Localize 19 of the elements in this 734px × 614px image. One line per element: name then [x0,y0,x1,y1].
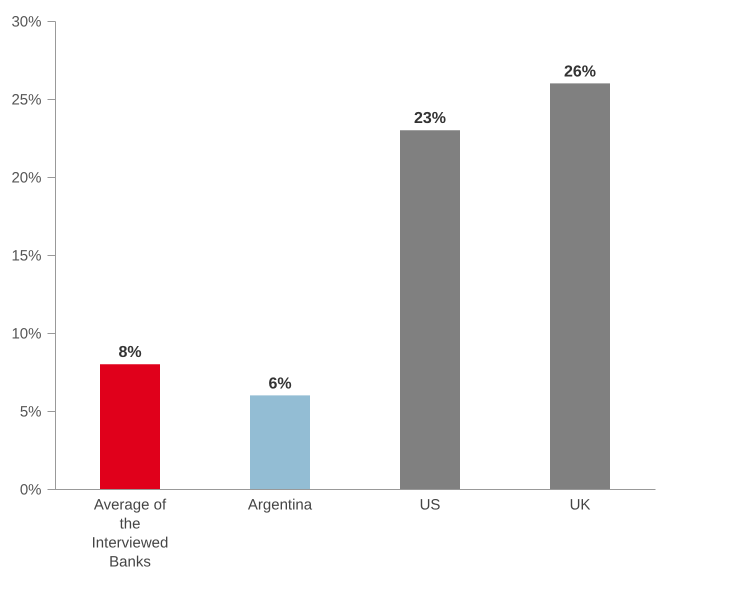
y-tick-label: 30% [11,14,42,30]
data-label: 23% [414,110,446,128]
bar [250,395,310,489]
data-label: 8% [118,344,142,362]
bar [100,364,160,489]
y-tick-label: 25% [11,92,42,108]
x-tick-label: Argentina [248,496,313,514]
y-tick-label: 0% [20,482,42,498]
y-tick-label: 20% [11,170,42,186]
bar [550,83,610,489]
x-tick-label: US [420,496,440,514]
y-tick-label: 15% [11,248,42,264]
y-tick-label: 5% [20,404,42,420]
bar [400,130,460,489]
x-tick-label: Average of the Interviewed Banks [92,496,168,570]
data-label: 6% [268,375,292,392]
data-label: 26% [564,63,596,80]
x-tick-label: UK [570,496,590,514]
y-tick-label: 10% [11,326,42,342]
